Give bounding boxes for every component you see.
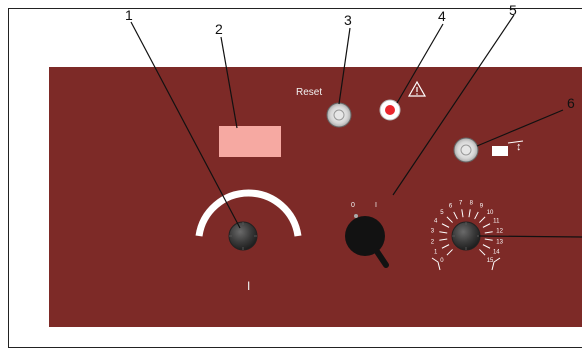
dial-bracket-right: [491, 257, 501, 271]
dial-tick: [453, 211, 458, 220]
callout-6: 6: [567, 95, 575, 111]
rotary-switch[interactable]: [345, 216, 389, 268]
dial-tick: [439, 238, 448, 241]
callout-3: 3: [344, 12, 352, 28]
callout-5: 5: [509, 2, 517, 18]
dial-tick-label: 13: [496, 239, 503, 245]
arc-knob[interactable]: [228, 221, 258, 251]
dial-tick-label: 2: [431, 239, 435, 245]
dial-tick-label: 9: [480, 204, 484, 210]
dial-tick: [484, 238, 493, 241]
dial-tick: [461, 209, 464, 218]
callout-leaders: [130, 14, 582, 238]
dial-knob[interactable]: [451, 221, 481, 251]
dial-tick-label: 8: [470, 200, 474, 206]
switch-index-mark: [354, 214, 358, 218]
arc-scale: [195, 189, 302, 237]
callout-2: 2: [215, 21, 223, 37]
reset-label: Reset: [296, 87, 323, 98]
dial-tick: [446, 249, 453, 256]
dial-tick-label: 12: [496, 229, 503, 235]
display-screen: [219, 126, 281, 157]
dial-tick-label: 0: [440, 258, 444, 264]
dial-bracket-left: [431, 257, 441, 271]
dial-tick-label: 1: [434, 249, 438, 255]
height-arrow-glyph: ↕: [516, 141, 522, 153]
dial-tick-label: 11: [493, 219, 500, 225]
control-panel: [49, 67, 582, 327]
dial-tick: [468, 209, 471, 218]
dial-tick-label: 14: [493, 249, 500, 255]
dial-tick-label: 4: [434, 219, 438, 225]
dial-tick: [482, 223, 491, 228]
dial-tick-label: 5: [440, 210, 444, 216]
callout-4: 4: [438, 8, 446, 24]
dial-tick-label: 3: [431, 229, 435, 235]
dial-tick: [479, 216, 486, 223]
dial-tick-label: 6: [449, 204, 453, 210]
dial-tick: [446, 216, 453, 223]
switch-off-label: 0: [351, 202, 355, 209]
height-symbol-icon: [492, 140, 524, 156]
arc-knob-label: I: [247, 279, 251, 293]
dial-tick: [439, 231, 448, 234]
switch-on-label: I: [375, 202, 377, 209]
dial-tick: [441, 223, 450, 228]
arc-knob-grip-icon: [229, 222, 257, 250]
dial-tick: [441, 244, 450, 249]
dial-tick-label: 15: [487, 258, 494, 264]
callout-1: 1: [125, 7, 133, 23]
dial-tick-label: 10: [487, 210, 494, 216]
dial-tick: [484, 231, 493, 234]
dial-tick: [482, 244, 491, 249]
dial-tick: [474, 211, 479, 220]
warning-triangle-icon: [407, 80, 427, 97]
dial-tick: [479, 249, 486, 256]
dial-tick-label: 7: [459, 200, 463, 206]
